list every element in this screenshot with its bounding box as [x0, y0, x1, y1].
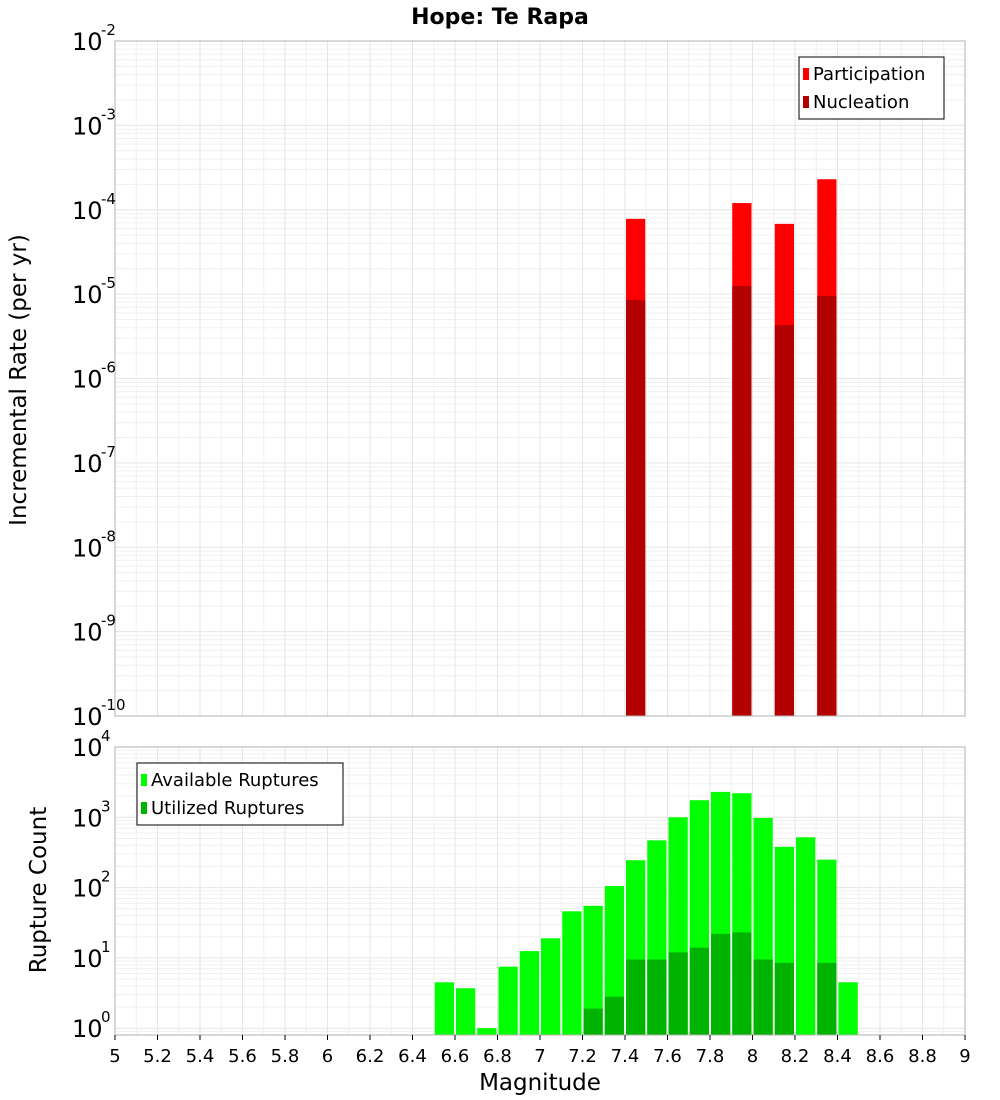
- y-tick-exponent: 1: [101, 938, 111, 956]
- utilized-ruptures-bar: [689, 947, 709, 1035]
- y-tick-label: 10: [72, 734, 103, 762]
- utilized-ruptures-bar: [647, 959, 667, 1035]
- x-tick-label: 7.2: [568, 1046, 597, 1067]
- participation-legend-swatch: [803, 68, 809, 80]
- y-tick-label: 10: [72, 875, 103, 903]
- x-tick-label: 5.4: [186, 1046, 215, 1067]
- x-tick-label: 6.8: [483, 1046, 512, 1067]
- nucleation-bar: [626, 300, 646, 716]
- utilized-ruptures-bar: [817, 962, 837, 1035]
- x-tick-label: 7: [534, 1046, 545, 1067]
- y-tick-label: 10: [72, 281, 103, 309]
- utilized-ruptures-bar: [711, 933, 731, 1035]
- x-tick-label: 7.6: [653, 1046, 682, 1067]
- y-tick-label: 10: [72, 450, 103, 478]
- y-tick-label: 10: [72, 619, 103, 647]
- utilized-ruptures-legend-label: Utilized Ruptures: [151, 798, 304, 819]
- y-tick-exponent: 4: [101, 727, 111, 745]
- y-tick-exponent: -8: [101, 527, 116, 545]
- chart-title: Hope: Te Rapa: [411, 5, 589, 30]
- y-tick-exponent: 0: [101, 1008, 111, 1026]
- x-tick-label: 5.6: [228, 1046, 257, 1067]
- y-tick-label: 10: [72, 197, 103, 225]
- y-tick-exponent: 3: [101, 797, 111, 815]
- nucleation-bar: [774, 325, 794, 716]
- x-tick-label: 8.2: [781, 1046, 810, 1067]
- nucleation-bar: [732, 285, 752, 716]
- utilized-ruptures-bar: [732, 932, 752, 1035]
- nucleation-bar: [817, 296, 837, 716]
- available-ruptures-legend-label: Available Ruptures: [151, 770, 319, 791]
- available-ruptures-bar: [562, 911, 582, 1035]
- y-tick-label: 10: [72, 804, 103, 832]
- utilized-ruptures-bar: [604, 996, 624, 1035]
- y-tick-exponent: 2: [101, 868, 111, 886]
- utilized-ruptures-bar: [668, 952, 688, 1035]
- available-ruptures-bar: [434, 982, 454, 1035]
- x-tick-label: 9: [959, 1046, 970, 1067]
- available-ruptures-bar: [796, 837, 816, 1035]
- x-axis-label: Magnitude: [479, 1070, 601, 1096]
- x-tick-label: 8.6: [866, 1046, 895, 1067]
- utilized-ruptures-bar: [753, 959, 773, 1035]
- legend-box: [798, 56, 945, 120]
- y-tick-exponent: -9: [101, 612, 116, 630]
- utilized-ruptures-bar: [583, 1008, 603, 1035]
- available-ruptures-bar: [456, 988, 476, 1035]
- x-tick-label: 6.4: [398, 1046, 427, 1067]
- utilized-ruptures-legend-swatch: [141, 802, 147, 814]
- y-tick-exponent: -3: [101, 105, 116, 123]
- legend-box: [136, 762, 344, 826]
- available-ruptures-legend-swatch: [141, 774, 147, 786]
- available-ruptures-bar: [477, 1028, 497, 1035]
- available-ruptures-bar: [838, 982, 858, 1035]
- y-tick-exponent: -6: [101, 359, 116, 377]
- top-y-axis-label: Incremental Rate (per yr): [6, 234, 32, 526]
- legend: Available Ruptures Utilized Ruptures: [136, 762, 344, 826]
- x-tick-label: 6.2: [356, 1046, 385, 1067]
- participation-legend-label: Participation: [813, 64, 925, 85]
- x-tick-label: 6.6: [441, 1046, 470, 1067]
- y-tick-exponent: -2: [101, 21, 116, 39]
- x-tick-label: 7.8: [696, 1046, 725, 1067]
- y-tick-label: 10: [72, 1015, 103, 1043]
- y-tick-exponent: -4: [101, 190, 116, 208]
- available-ruptures-bar: [583, 905, 603, 1035]
- plot-frame: [114, 40, 966, 717]
- x-tick-label: 7.4: [611, 1046, 640, 1067]
- y-tick-exponent: -7: [101, 443, 116, 461]
- x-tick-label: 5.2: [143, 1046, 172, 1067]
- nucleation-legend-swatch: [803, 96, 809, 108]
- bottom-y-axis-label: Rupture Count: [26, 807, 52, 973]
- x-tick-label: 8: [747, 1046, 758, 1067]
- utilized-ruptures-bar: [626, 959, 646, 1035]
- nucleation-legend-label: Nucleation: [813, 92, 909, 113]
- y-tick-exponent: -10: [101, 696, 126, 714]
- y-tick-label: 10: [72, 112, 103, 140]
- x-tick-label: 6: [322, 1046, 333, 1067]
- y-tick-label: 10: [72, 28, 103, 56]
- y-tick-label: 10: [72, 534, 103, 562]
- utilized-ruptures-bar: [774, 962, 794, 1035]
- x-tick-label: 5.8: [271, 1046, 300, 1067]
- y-tick-label: 10: [72, 945, 103, 973]
- x-tick-label: 8.8: [908, 1046, 937, 1067]
- y-tick-label: 10: [72, 366, 103, 394]
- x-tick-label: 5: [109, 1046, 120, 1067]
- available-ruptures-bar: [498, 966, 518, 1035]
- y-tick-label: 10: [72, 703, 103, 731]
- x-tick-label: 8.4: [823, 1046, 852, 1067]
- available-ruptures-bar: [541, 938, 561, 1035]
- legend: Participation Nucleation: [798, 56, 945, 120]
- rate-plot-panel: 10-1010-910-810-710-610-510-410-310-2Par…: [72, 21, 966, 731]
- y-tick-exponent: -5: [101, 274, 116, 292]
- available-ruptures-bar: [519, 951, 539, 1035]
